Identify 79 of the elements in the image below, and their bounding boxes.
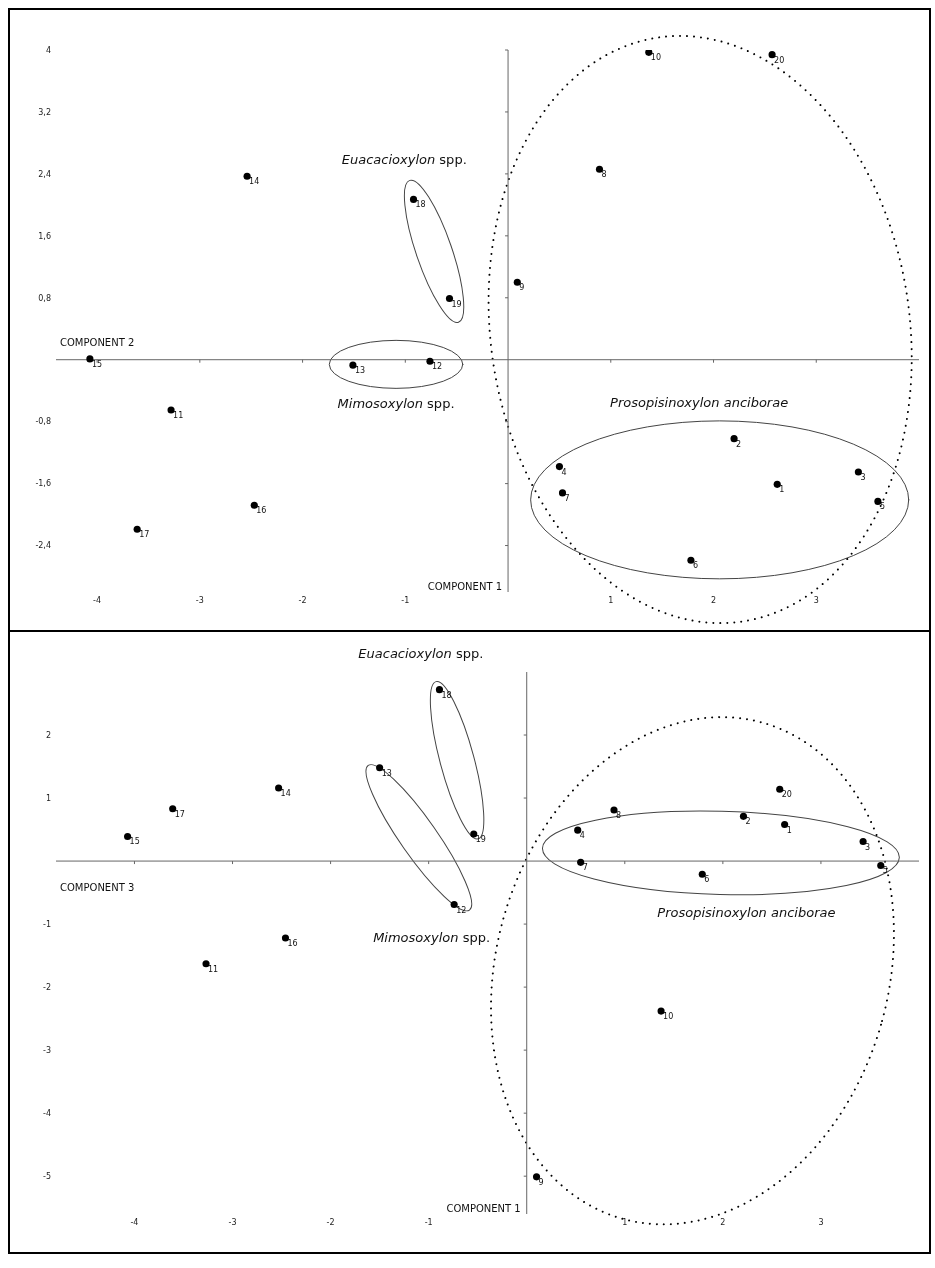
annotation: 11: [208, 964, 219, 974]
x-tick-label: -1: [424, 1217, 433, 1227]
annotation: 3: [860, 472, 866, 482]
annotation: Prosopisinoxylon anciborae: [610, 395, 789, 411]
annotation: 15: [129, 837, 140, 847]
x-tick-label: 1: [608, 595, 614, 605]
annotation: 3: [865, 842, 871, 852]
annotation: Prosopisinoxylon anciborae: [657, 904, 836, 920]
annotation: 7: [582, 863, 588, 873]
annotation: 6: [704, 875, 710, 885]
y-axis-title: COMPONENT 1: [427, 581, 503, 592]
annotation: 19: [451, 299, 462, 309]
x-axis-title: COMPONENT 2: [60, 336, 135, 348]
x-tick-label: 2: [720, 1217, 726, 1227]
text: Euacacioxylon spp.: [358, 645, 484, 661]
y-tick-label: 0,8: [38, 293, 51, 303]
annotation: 18: [415, 200, 426, 210]
y-tick-label: -0,8: [35, 417, 51, 427]
annotation: 5: [882, 866, 888, 876]
annotation: 8: [616, 811, 622, 821]
x-tick-label: 2: [710, 595, 717, 605]
annotation: 10: [650, 53, 661, 63]
y-tick-label: -4: [43, 1109, 51, 1118]
annotation: 17: [139, 530, 150, 540]
y-tick-label: -1,6: [35, 479, 51, 489]
annotation: 13: [354, 366, 366, 376]
annotation: 16: [287, 938, 298, 948]
annotation: 18: [441, 690, 452, 700]
annotation: 15: [91, 359, 103, 369]
x-tick-label: -4: [130, 1217, 139, 1227]
y-axis-title: COMPONENT 1: [446, 1203, 521, 1214]
annotation: 20: [781, 790, 792, 800]
annotation: 1: [779, 485, 785, 495]
annotation: 8: [601, 170, 607, 180]
y-tick-label: -1: [43, 919, 51, 929]
annotation: 19: [475, 834, 486, 844]
annotation: 1: [786, 825, 792, 835]
annotation: 14: [249, 177, 260, 187]
annotation: 11: [173, 411, 184, 421]
y-tick-label: -5: [43, 1172, 51, 1182]
annotation: 4: [579, 831, 585, 841]
y-tick-label: -2,4: [35, 541, 51, 551]
annotation: 17: [174, 809, 185, 819]
y-tick-label: 3,2: [38, 107, 51, 117]
x-tick-label: -2: [326, 1217, 335, 1227]
x-tick-label: 3: [818, 1217, 824, 1227]
x-tick-label: -1: [401, 595, 410, 605]
x-tick-label: -2: [298, 595, 307, 605]
x-axis-title: COMPONENT 3: [60, 882, 135, 894]
y-tick-label: 2: [45, 730, 51, 740]
annotation: 2: [736, 439, 742, 449]
y-tick-label: 4: [45, 45, 51, 55]
annotation: 10: [663, 1012, 674, 1022]
annotation: Euacacioxylon spp.: [341, 151, 467, 167]
annotation: 13: [381, 768, 392, 778]
annotation: 2: [745, 817, 751, 827]
x-tick-label: -4: [93, 595, 102, 605]
y-tick-label: -2: [43, 982, 51, 992]
y-tick-label: 2,4: [38, 169, 51, 179]
annotation: 4: [561, 467, 567, 477]
annotation: 12: [431, 362, 443, 372]
y-tick-label: 1,6: [38, 231, 51, 241]
annotation: 16: [256, 506, 267, 516]
annotation: 9: [538, 1177, 544, 1187]
annotation: Mimosoxylon spp.: [337, 395, 455, 411]
x-tick-label: 1: [622, 1217, 628, 1227]
annotation: 5: [879, 502, 885, 512]
x-tick-label: -3: [228, 1217, 237, 1227]
annotation: 14: [280, 788, 291, 798]
x-tick-label: 3: [813, 595, 819, 605]
x-tick-label: -3: [195, 595, 204, 605]
y-tick-label: 1: [45, 793, 51, 803]
annotation: 20: [774, 55, 785, 65]
annotation: 6: [692, 561, 699, 571]
y-tick-label: -3: [43, 1045, 51, 1055]
annotation: 9: [519, 283, 525, 293]
annotation: 7: [564, 493, 570, 503]
annotation: 12: [456, 905, 467, 915]
annotation: Mimosoxylon spp.: [373, 929, 491, 945]
